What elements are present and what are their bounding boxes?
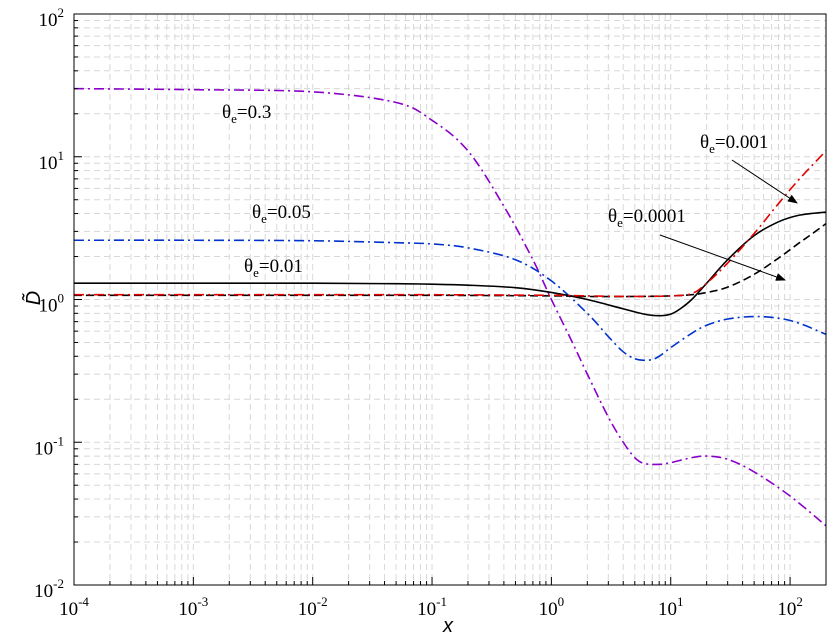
x-tick-exponent: 1 — [677, 594, 684, 609]
y-tick-base: 10 — [39, 296, 58, 317]
x-tick-base: 10 — [298, 599, 317, 620]
y-tick-exponent: -2 — [53, 576, 64, 591]
x-axis-label: x — [442, 615, 454, 637]
x-tick-exponent: -1 — [436, 594, 447, 609]
y-tick-label: 10-2 — [34, 576, 64, 602]
annotation-base: θ — [222, 102, 231, 123]
grid — [73, 13, 827, 586]
y-axis-label: D̃ — [21, 291, 45, 305]
annotations: θe=0.3 θe=0.05 θe=0.01 θe=0.0001 θe=0.00… — [222, 102, 798, 281]
series-line-4 — [74, 150, 827, 298]
y-tick-exponent: -1 — [53, 433, 64, 448]
x-tick-label: 10-1 — [417, 594, 447, 620]
annotation-base: θ — [244, 256, 253, 277]
annotation-base: θ — [252, 202, 261, 223]
x-tick-base: 10 — [658, 599, 677, 620]
x-tick-labels: 10-4 10-3 10-2 10-1 100 101 102 — [59, 594, 803, 620]
y-tick-exponent: 0 — [58, 291, 65, 306]
series-line-1 — [73, 239, 827, 362]
x-tick-exponent: -4 — [78, 594, 89, 609]
x-tick-exponent: -2 — [317, 594, 328, 609]
x-tick-base: 10 — [777, 599, 796, 620]
annotation-subscript: e — [617, 215, 623, 230]
x-tick-base: 10 — [59, 599, 78, 620]
annotation-subscript: e — [253, 265, 259, 280]
x-tick-label: 10-2 — [298, 594, 328, 620]
y-tick-label: 100 — [39, 291, 65, 317]
annotation-subscript: e — [231, 111, 237, 126]
x-tick-label: 101 — [658, 594, 684, 620]
y-tick-label: 101 — [39, 148, 65, 174]
y-tick-base: 10 — [34, 581, 53, 602]
x-tick-label: 102 — [777, 594, 803, 620]
tick-marks — [73, 13, 827, 586]
annotation-subscript: e — [709, 141, 715, 156]
annotation-base: θ — [608, 206, 617, 227]
x-tick-exponent: 2 — [796, 594, 803, 609]
x-tick-label: 100 — [539, 594, 565, 620]
x-tick-exponent: 0 — [558, 594, 565, 609]
series-group — [73, 87, 827, 527]
y-tick-label: 102 — [39, 5, 65, 31]
x-tick-base: 10 — [539, 599, 558, 620]
arrow-theta-0.0001 — [659, 234, 786, 281]
annotation-value: =0.0001 — [623, 206, 686, 227]
y-tick-base: 10 — [34, 438, 53, 459]
x-tick-label: 10-3 — [178, 594, 208, 620]
annotation-base: θ — [700, 132, 709, 153]
y-tick-base: 10 — [39, 153, 58, 174]
annotation-value: =0.05 — [267, 202, 311, 223]
x-tick-base: 10 — [417, 599, 436, 620]
x-tick-label: 10-4 — [59, 594, 89, 620]
arrow-theta-0.001 — [731, 159, 798, 204]
y-tick-exponent: 1 — [58, 148, 65, 163]
annotation-value: =0.01 — [259, 256, 303, 277]
series-line-3 — [73, 222, 827, 298]
annotation-theta-0.3: θe=0.3 — [222, 102, 271, 126]
annotation-subscript: e — [261, 211, 267, 226]
x-tick-exponent: -3 — [197, 594, 208, 609]
x-tick-base: 10 — [178, 599, 197, 620]
y-tick-exponent: 2 — [58, 5, 65, 20]
annotation-value: =0.001 — [715, 132, 768, 153]
y-tick-base: 10 — [39, 10, 58, 31]
annotation-theta-0.001: θe=0.001 — [700, 132, 768, 156]
annotation-theta-0.01: θe=0.01 — [244, 256, 303, 280]
annotation-theta-0.05: θe=0.05 — [252, 202, 311, 226]
series-line-2 — [74, 211, 827, 317]
y-tick-label: 10-1 — [34, 433, 64, 459]
annotation-theta-0.0001: θe=0.0001 — [608, 206, 686, 230]
series-line-0 — [73, 87, 827, 527]
annotation-value: =0.3 — [237, 102, 271, 123]
